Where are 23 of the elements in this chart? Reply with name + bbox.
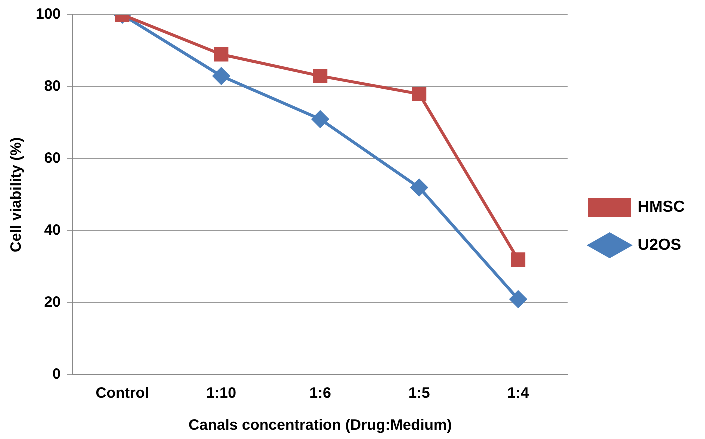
y-axis-title: Cell viability (%) [8,137,26,253]
y-tick-label: 80 [44,78,62,96]
y-tick-label: 0 [52,366,62,384]
x-axis-title: Canals concentration (Drug:Medium) [188,417,452,434]
y-tick-label: 20 [44,294,62,312]
y-tick-label: 100 [36,6,62,24]
point [214,47,229,62]
legend-label: U2OS [638,236,682,254]
y-tick-label: 60 [44,150,62,168]
x-tick-label: 1:5 [408,385,430,402]
legend-label: HMSC [638,198,686,216]
point [412,87,427,102]
point [511,252,526,267]
y-tick-label: 40 [44,222,62,240]
x-tick-label: 1:10 [206,385,236,402]
x-tick-label: 1:6 [310,385,332,402]
x-tick-label: Control [96,385,150,402]
x-tick-label: 1:4 [508,385,530,402]
point [212,68,230,85]
point [510,290,527,308]
point [410,179,428,196]
point [312,110,329,128]
point [313,69,328,84]
